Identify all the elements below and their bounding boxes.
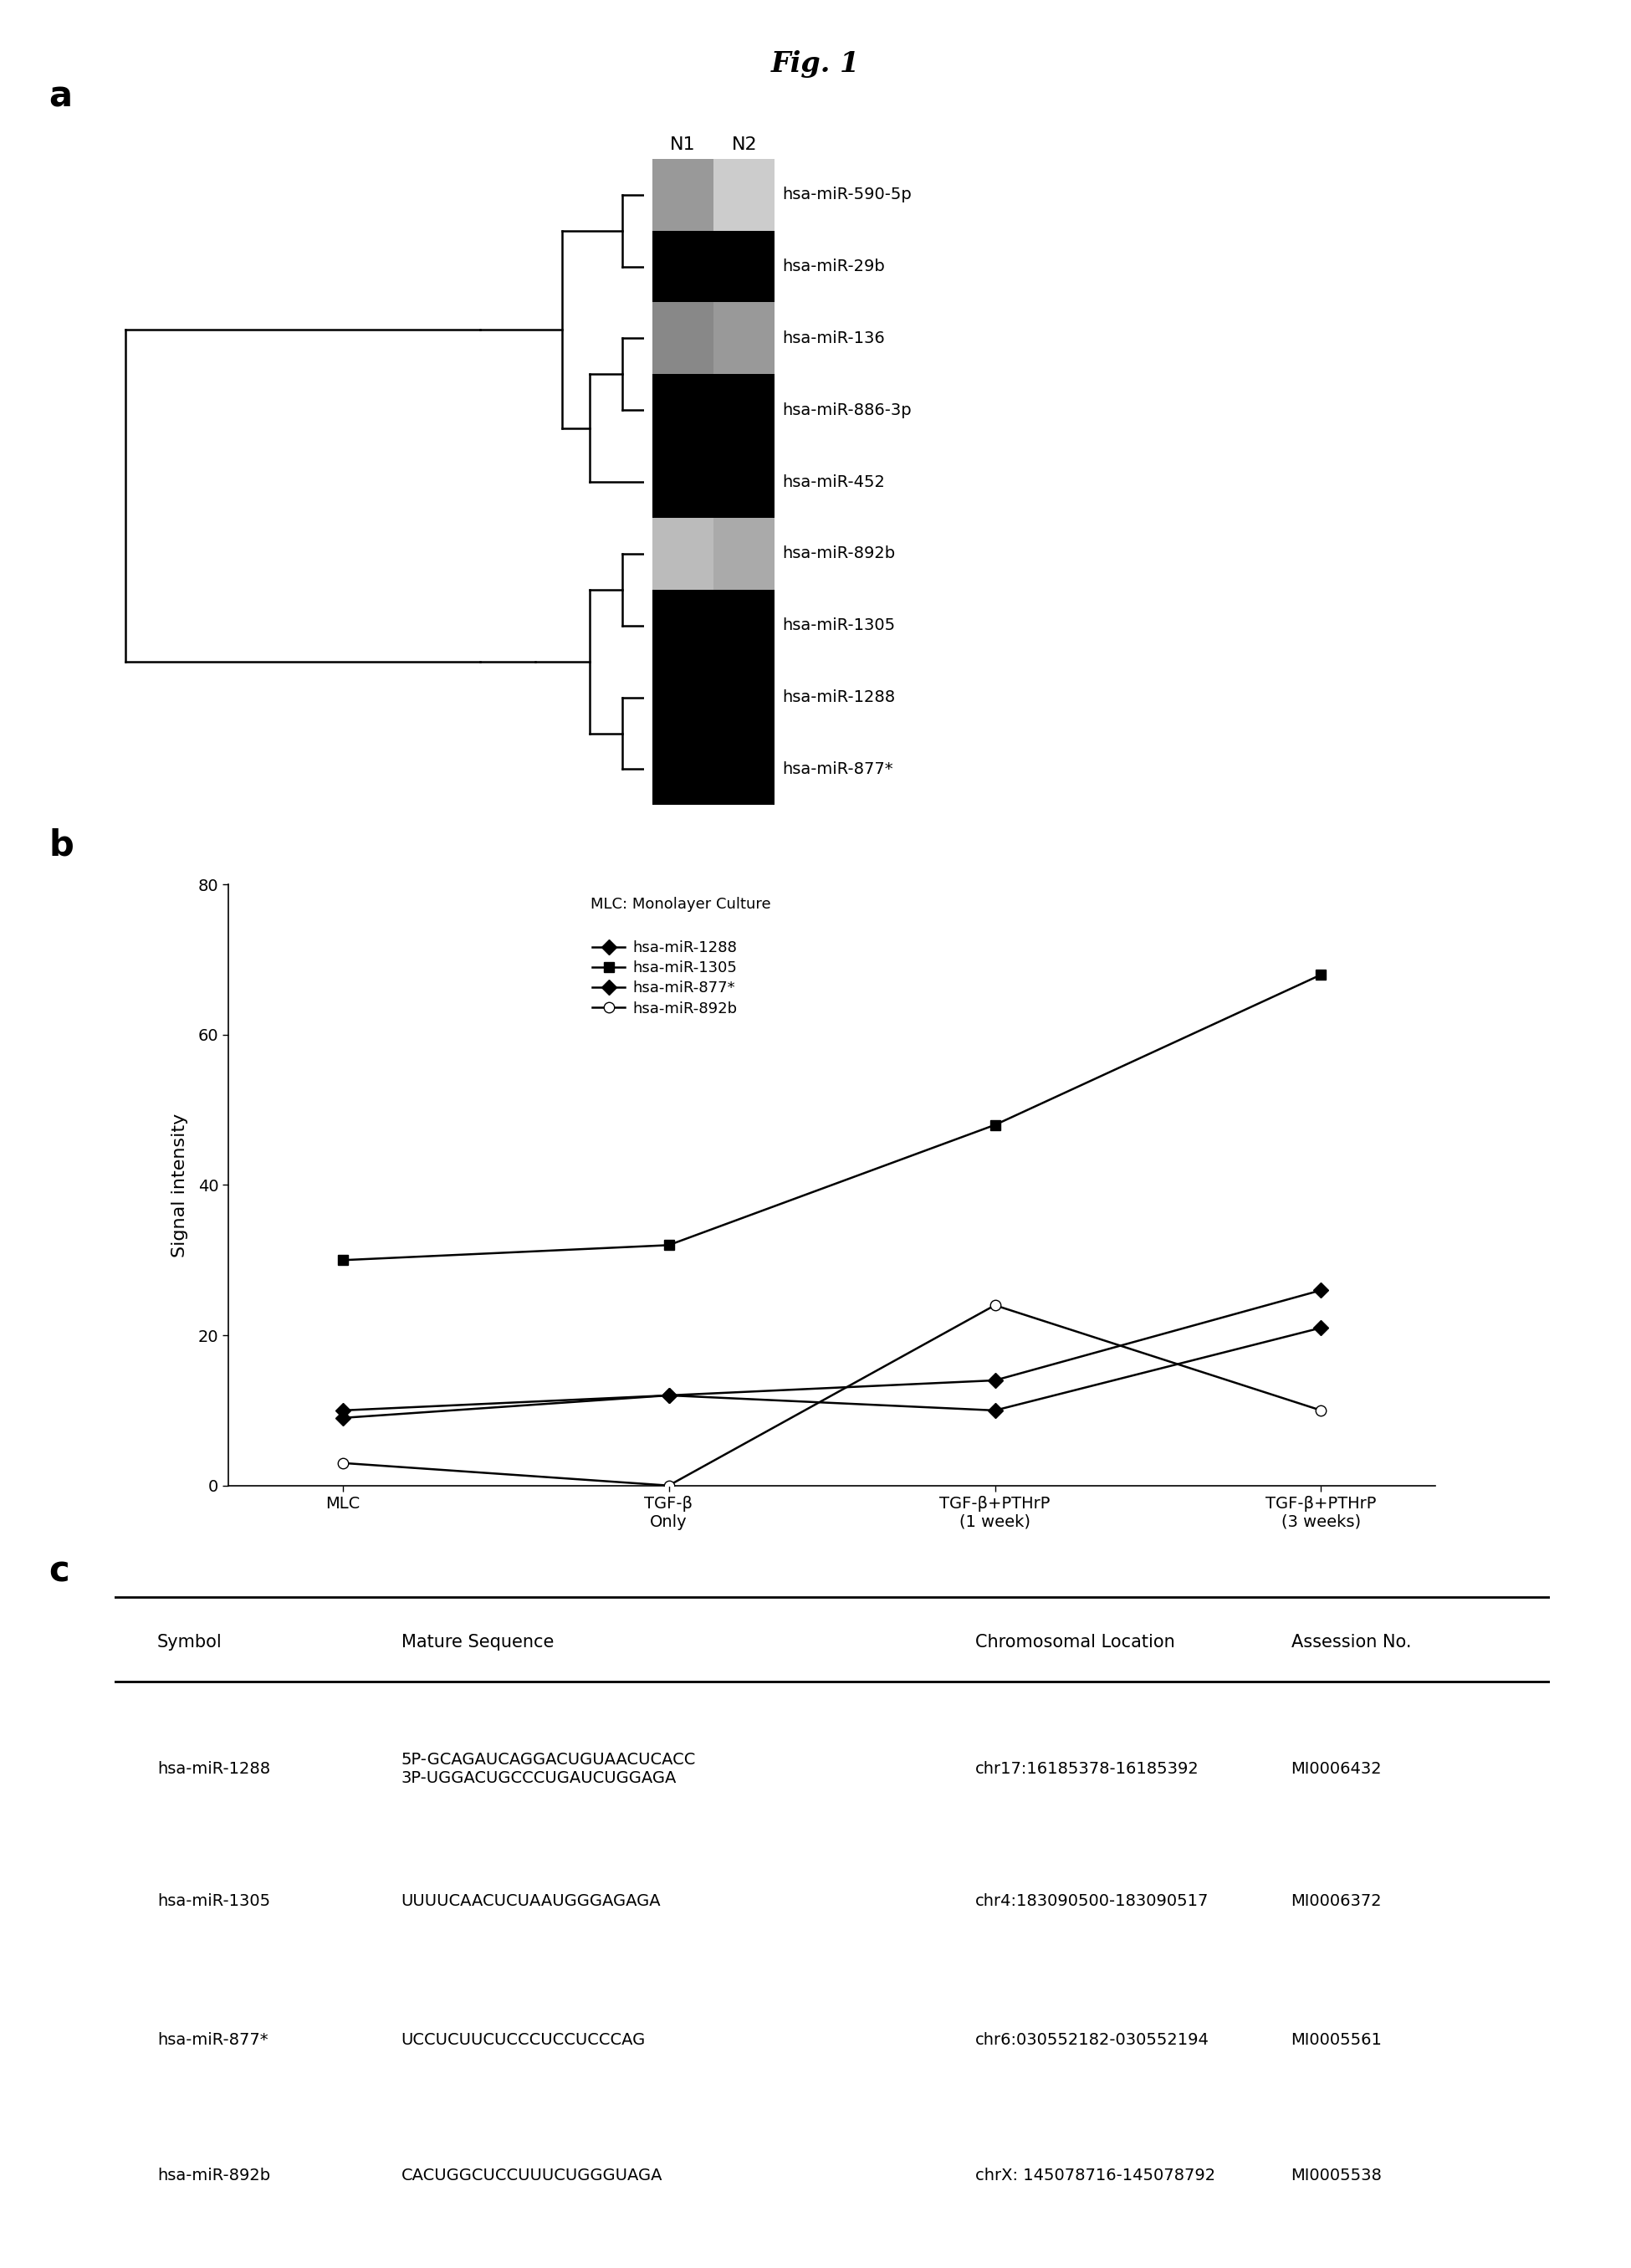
hsa-miR-1305 — [985, 1111, 1005, 1139]
Line: hsa-miR-1288: hsa-miR-1288 — [338, 1322, 1326, 1415]
Bar — [714, 733, 775, 805]
Text: 5P-GCAGAUCAGGACUGUAACUCACC
3P-UGGACUGCCCUGAUCUGGAGA: 5P-GCAGAUCAGGACUGUAACUCACC 3P-UGGACUGCCC… — [401, 1751, 696, 1785]
Text: hsa-miR-1288: hsa-miR-1288 — [783, 689, 895, 705]
Text: hsa-miR-886-3p: hsa-miR-886-3p — [783, 401, 912, 417]
hsa-miR-892b — [1311, 1397, 1331, 1424]
hsa-miR-877* — [1311, 1277, 1331, 1304]
Text: N2: N2 — [731, 136, 757, 152]
hsa-miR-892b — [985, 1290, 1005, 1318]
Text: chr4:183090500-183090517: chr4:183090500-183090517 — [975, 1894, 1209, 1910]
Line: hsa-miR-892b: hsa-miR-892b — [338, 1300, 1326, 1490]
Text: Mature Sequence: Mature Sequence — [401, 1635, 555, 1651]
Text: CACUGGCUCCUUUCUGGGUAGA: CACUGGCUCCUUUCUGGGUAGA — [401, 2168, 662, 2184]
Bar — [652, 159, 714, 231]
hsa-miR-877* — [659, 1381, 678, 1408]
Text: hsa-miR-1305: hsa-miR-1305 — [783, 617, 895, 633]
Bar — [652, 374, 714, 447]
Text: chrX: 145078716-145078792: chrX: 145078716-145078792 — [975, 2168, 1215, 2184]
Text: b: b — [49, 828, 73, 862]
Bar — [714, 302, 775, 374]
Bar — [714, 447, 775, 517]
Bar — [652, 302, 714, 374]
Bar — [652, 447, 714, 517]
Text: chr17:16185378-16185392: chr17:16185378-16185392 — [975, 1760, 1199, 1776]
hsa-miR-1288 — [659, 1381, 678, 1408]
Text: Chromosomal Location: Chromosomal Location — [975, 1635, 1174, 1651]
hsa-miR-892b — [333, 1449, 352, 1476]
Text: hsa-miR-29b: hsa-miR-29b — [783, 259, 884, 274]
Text: hsa-miR-452: hsa-miR-452 — [783, 474, 886, 490]
Bar — [714, 590, 775, 662]
Text: hsa-miR-136: hsa-miR-136 — [783, 331, 884, 347]
Bar — [714, 662, 775, 733]
hsa-miR-877* — [985, 1368, 1005, 1395]
Text: hsa-miR-892b: hsa-miR-892b — [157, 2168, 271, 2184]
Bar — [714, 517, 775, 590]
Text: hsa-miR-892b: hsa-miR-892b — [783, 547, 895, 562]
Legend: hsa-miR-1288, hsa-miR-1305, hsa-miR-877*, hsa-miR-892b: hsa-miR-1288, hsa-miR-1305, hsa-miR-877*… — [586, 934, 744, 1023]
hsa-miR-1305 — [1311, 962, 1331, 989]
hsa-miR-1288 — [985, 1397, 1005, 1424]
Text: chr6:030552182-030552194: chr6:030552182-030552194 — [975, 2032, 1210, 2048]
hsa-miR-892b — [659, 1472, 678, 1499]
Bar — [714, 231, 775, 302]
hsa-miR-1305 — [659, 1232, 678, 1259]
Text: UUUUCAACUCUAAUGGGAGAGA: UUUUCAACUCUAAUGGGAGAGA — [401, 1894, 661, 1910]
Bar — [652, 590, 714, 662]
Bar — [714, 374, 775, 447]
Bar — [714, 159, 775, 231]
Line: hsa-miR-877*: hsa-miR-877* — [338, 1286, 1326, 1422]
Bar — [652, 733, 714, 805]
Text: N1: N1 — [670, 136, 696, 152]
Text: Fig. 1: Fig. 1 — [771, 50, 860, 77]
Bar — [652, 662, 714, 733]
Text: c: c — [49, 1554, 70, 1588]
Text: MI0005538: MI0005538 — [1292, 2168, 1381, 2184]
Y-axis label: Signal intensity: Signal intensity — [171, 1114, 189, 1256]
Text: Symbol: Symbol — [157, 1635, 222, 1651]
Text: Assession No.: Assession No. — [1292, 1635, 1411, 1651]
hsa-miR-1288 — [333, 1397, 352, 1424]
Text: a: a — [49, 79, 72, 113]
Text: MI0005561: MI0005561 — [1292, 2032, 1381, 2048]
hsa-miR-1288 — [1311, 1313, 1331, 1340]
Text: hsa-miR-877*: hsa-miR-877* — [157, 2032, 267, 2048]
Text: UCCUCUUCUCCCUCCUCCCAG: UCCUCUUCUCCCUCCUCCCAG — [401, 2032, 646, 2048]
Text: MLC: Monolayer Culture: MLC: Monolayer Culture — [590, 896, 771, 912]
Text: hsa-miR-1288: hsa-miR-1288 — [157, 1760, 271, 1776]
Text: hsa-miR-1305: hsa-miR-1305 — [157, 1894, 271, 1910]
Text: hsa-miR-877*: hsa-miR-877* — [783, 762, 894, 778]
Bar — [652, 231, 714, 302]
Bar — [652, 517, 714, 590]
Line: hsa-miR-1305: hsa-miR-1305 — [338, 968, 1326, 1266]
hsa-miR-877* — [333, 1404, 352, 1431]
Text: MI0006432: MI0006432 — [1292, 1760, 1381, 1776]
Text: MI0006372: MI0006372 — [1292, 1894, 1381, 1910]
hsa-miR-1305 — [333, 1247, 352, 1275]
Text: hsa-miR-590-5p: hsa-miR-590-5p — [783, 186, 912, 202]
